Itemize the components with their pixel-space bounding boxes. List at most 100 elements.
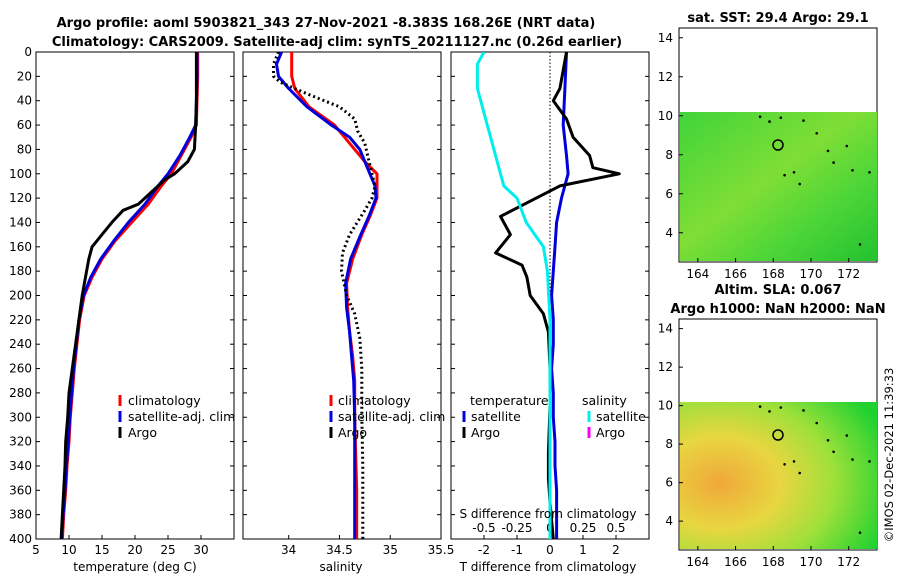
island-mark [783,463,786,466]
salinity-x-tick-label: 34.5 [326,543,353,557]
temperature-x-ticks: 5 10 15 20 25 30 [32,535,209,557]
salinity-x-tick-label: 35.5 [428,543,455,557]
island-mark [802,119,805,122]
island-mark [798,471,801,475]
imos-timestamp: ©IMOS 02-Dec-2021 11:39:33 [882,368,896,543]
island-mark [851,169,854,172]
map-lon-tick-label: 168 [762,555,785,569]
depth-tick-label: 80 [17,142,32,156]
t-diff-x-tick-label: 2 [612,543,620,557]
legend-satellite-label: satellite-adj. clim [128,409,235,424]
depth-tick-label: 100 [9,167,32,181]
figure-title-line2: Climatology: CARS2009. Satellite-adj cli… [52,35,622,50]
island-mark [858,531,862,534]
island-mark [802,409,805,412]
legend-salinity-title: salinity [582,393,627,408]
depth-tick-label: 320 [9,435,32,449]
sst-map-ticks: 164 166 168 170 172 4 6 8 10 12 14 [658,31,860,281]
sst-map-panel: sat. SST: 29.4 Argo: 29.1 164 166 168 170 17… [658,11,878,281]
sla-map-title-line2: Argo h1000: NaN h2000: NaN [670,302,885,317]
series-satellite-adj-clim [60,52,199,539]
temperature-depth-ticks: 0 20 40 60 80 100 120 140 160 180 200 220 240 260 280 3… [9,45,234,546]
temperature-x-tick-label: 15 [94,543,109,557]
legend-climatology-label: climatology [128,393,201,408]
map-lon-tick-label: 164 [686,555,709,569]
depth-tick-label: 20 [17,69,32,83]
sla-argo-marker [772,429,784,441]
difference-profiles [475,52,621,539]
temperature-x-tick-label: 5 [32,543,40,557]
salinity-profiles [272,52,379,539]
map-lon-tick-label: 170 [800,267,823,281]
sst-field [680,112,877,261]
salinity-xlabel: salinity [319,560,362,574]
map-lat-tick-label: 10 [658,399,673,413]
depth-tick-label: 120 [9,191,32,205]
series-argo [272,52,377,539]
sst-coastline [758,115,871,246]
island-mark [868,171,871,174]
depth-tick-label: 400 [9,532,32,546]
figure-title-line1: Argo profile: aoml 5903821_343 27-Nov-20… [57,16,596,31]
s-diff-xlabel: S difference from climatology [460,507,637,521]
t-diff-xlabel: T difference from climatology [459,560,637,574]
salinity-x-tick-label: 34 [281,543,296,557]
t-diff-x-tick-label: 0 [546,543,554,557]
island-mark [798,182,801,186]
map-lon-tick-label: 166 [724,555,747,569]
map-lat-tick-label: 10 [658,109,673,123]
series-salinity-satellite [475,52,552,539]
island-mark [868,460,871,463]
salinity-depth-ticks [243,51,441,540]
map-lat-tick-label: 4 [665,226,673,240]
island-mark [792,460,796,463]
salinity-legend: climatology satellite-adj. clim Argo [329,393,445,440]
difference-depth-ticks [451,51,649,540]
legend-s-argo-label: Argo [596,425,625,440]
map-lat-tick-label: 6 [665,476,673,490]
island-mark [768,410,771,413]
temperature-profiles [59,52,200,539]
depth-tick-label: 360 [9,483,32,497]
map-lon-tick-label: 166 [724,267,747,281]
island-mark [768,120,771,123]
map-lat-tick-label: 8 [665,437,673,451]
series-argo [59,52,198,539]
island-mark [758,405,762,408]
legend-s-satellite-label: satellite [596,409,646,424]
temperature-legend: climatology satellite-adj. clim Argo [118,393,235,440]
map-lat-tick-label: 6 [665,187,673,201]
island-mark [779,116,783,119]
depth-tick-label: 60 [17,118,32,132]
island-mark [826,149,830,153]
sst-argo-marker [772,139,784,151]
map-lat-tick-label: 4 [665,514,673,528]
legend-argo-label: Argo [338,425,367,440]
legend-argo-label: Argo [128,425,157,440]
depth-tick-label: 160 [9,240,32,254]
sla-map-title-line1: Altim. SLA: 0.067 [715,283,842,298]
depth-tick-label: 340 [9,459,32,473]
depth-tick-label: 240 [9,337,32,351]
island-mark [826,439,830,442]
map-lon-tick-label: 172 [837,555,860,569]
island-mark [832,161,835,164]
depth-tick-label: 40 [17,94,32,108]
temperature-xlabel: temperature (deg C) [73,560,196,574]
island-mark [845,434,849,437]
s-diff-x-tick-label: -0.5 [472,521,495,535]
salinity-panel: 34 34.5 35 35.5 salinity climatology satell… [242,51,455,574]
island-mark [845,144,849,148]
depth-tick-label: 380 [9,508,32,522]
t-diff-x-tick-label: -2 [478,543,490,557]
depth-tick-label: 0 [24,45,32,59]
island-mark [792,171,796,174]
legend-temperature-title: temperature [470,393,549,408]
temperature-panel: 0 20 40 60 80 100 120 140 160 180 200 220 240 260 280 3… [9,45,235,574]
temperature-x-tick-label: 10 [61,543,76,557]
map-lat-tick-label: 12 [658,70,673,84]
sla-map-ticks: 164 166 168 170 172 4 6 8 10 12 14 [658,322,860,569]
island-mark [815,132,818,135]
depth-tick-label: 220 [9,313,32,327]
